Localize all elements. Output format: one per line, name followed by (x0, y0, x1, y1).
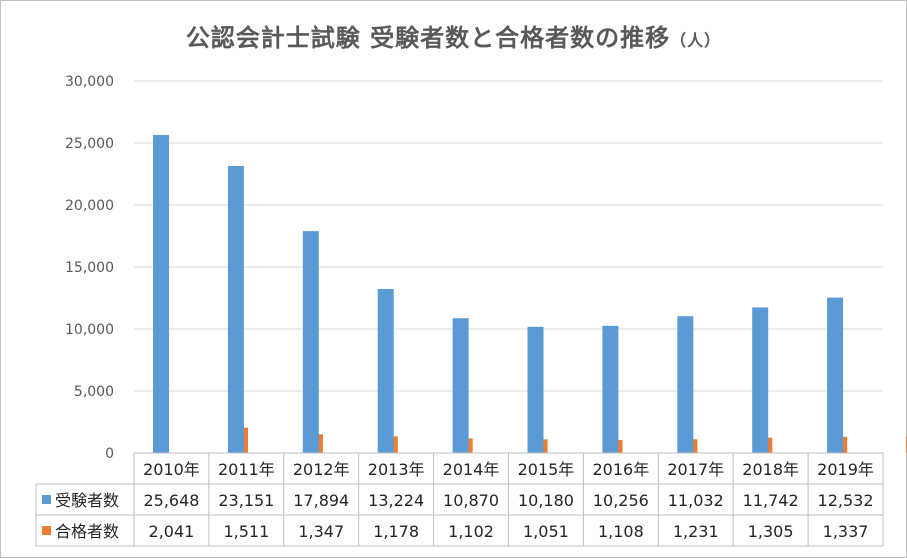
data-label: 17,894 (293, 491, 349, 510)
bar-applicants (227, 165, 244, 453)
category-label: 2011年 (218, 460, 275, 479)
data-label: 1,108 (598, 522, 644, 541)
bar-applicants (452, 318, 469, 453)
bar-applicants (527, 326, 544, 453)
legend-swatch (42, 495, 51, 504)
category-label: 2012年 (293, 460, 350, 479)
data-label: 10,870 (443, 491, 499, 510)
y-tick-label: 20,000 (65, 198, 114, 214)
data-label: 11,742 (743, 491, 799, 510)
legend-swatch (42, 526, 51, 535)
bar-applicants (377, 289, 394, 453)
bar-applicants (153, 134, 169, 454)
chart-title-unit: （人） (670, 31, 722, 50)
data-label: 1,051 (523, 522, 569, 541)
data-label: 2,041 (149, 522, 195, 541)
data-label: 1,102 (448, 522, 494, 541)
data-label: 10,256 (593, 491, 649, 510)
data-label: 13,224 (368, 491, 424, 510)
data-label: 1,231 (673, 522, 719, 541)
data-label: 1,347 (298, 522, 344, 541)
chart-title: 公認会計士試験 受験者数と合格者数の推移（人） (0, 18, 907, 53)
bar-applicants (302, 231, 319, 453)
category-label: 2010年 (143, 460, 200, 479)
data-label: 1,337 (823, 522, 869, 541)
data-label: 11,032 (668, 491, 724, 510)
data-label: 1,511 (223, 522, 269, 541)
chart-title-text: 公認会計士試験 受験者数と合格者数の推移 (185, 24, 671, 52)
category-label: 2019年 (817, 460, 874, 479)
category-label: 2014年 (443, 460, 500, 479)
data-label: 10,180 (518, 491, 574, 510)
bar-applicants (602, 325, 619, 453)
category-label: 2016年 (592, 460, 649, 479)
data-label: 25,648 (143, 491, 199, 510)
data-label: 12,532 (818, 491, 874, 510)
y-tick-label: 25,000 (65, 136, 114, 152)
data-label: 1,178 (373, 522, 419, 541)
y-tick-label: 10,000 (65, 322, 114, 338)
y-tick-label: 30,000 (65, 74, 114, 90)
category-label: 2015年 (518, 460, 575, 479)
y-tick-label: 5,000 (74, 384, 114, 400)
category-label: 2017年 (667, 460, 724, 479)
bar-applicants (827, 297, 844, 453)
data-label: 23,151 (218, 491, 274, 510)
bar-applicants (677, 316, 694, 453)
data-label: 1,305 (748, 522, 794, 541)
legend-label: 受験者数 (55, 491, 119, 510)
legend-label: 合格者数 (55, 522, 119, 541)
category-label: 2013年 (368, 460, 425, 479)
category-label: 2018年 (742, 460, 799, 479)
bar-applicants (752, 307, 769, 453)
y-tick-label: 15,000 (65, 260, 114, 276)
y-tick-label: 0 (105, 446, 114, 462)
